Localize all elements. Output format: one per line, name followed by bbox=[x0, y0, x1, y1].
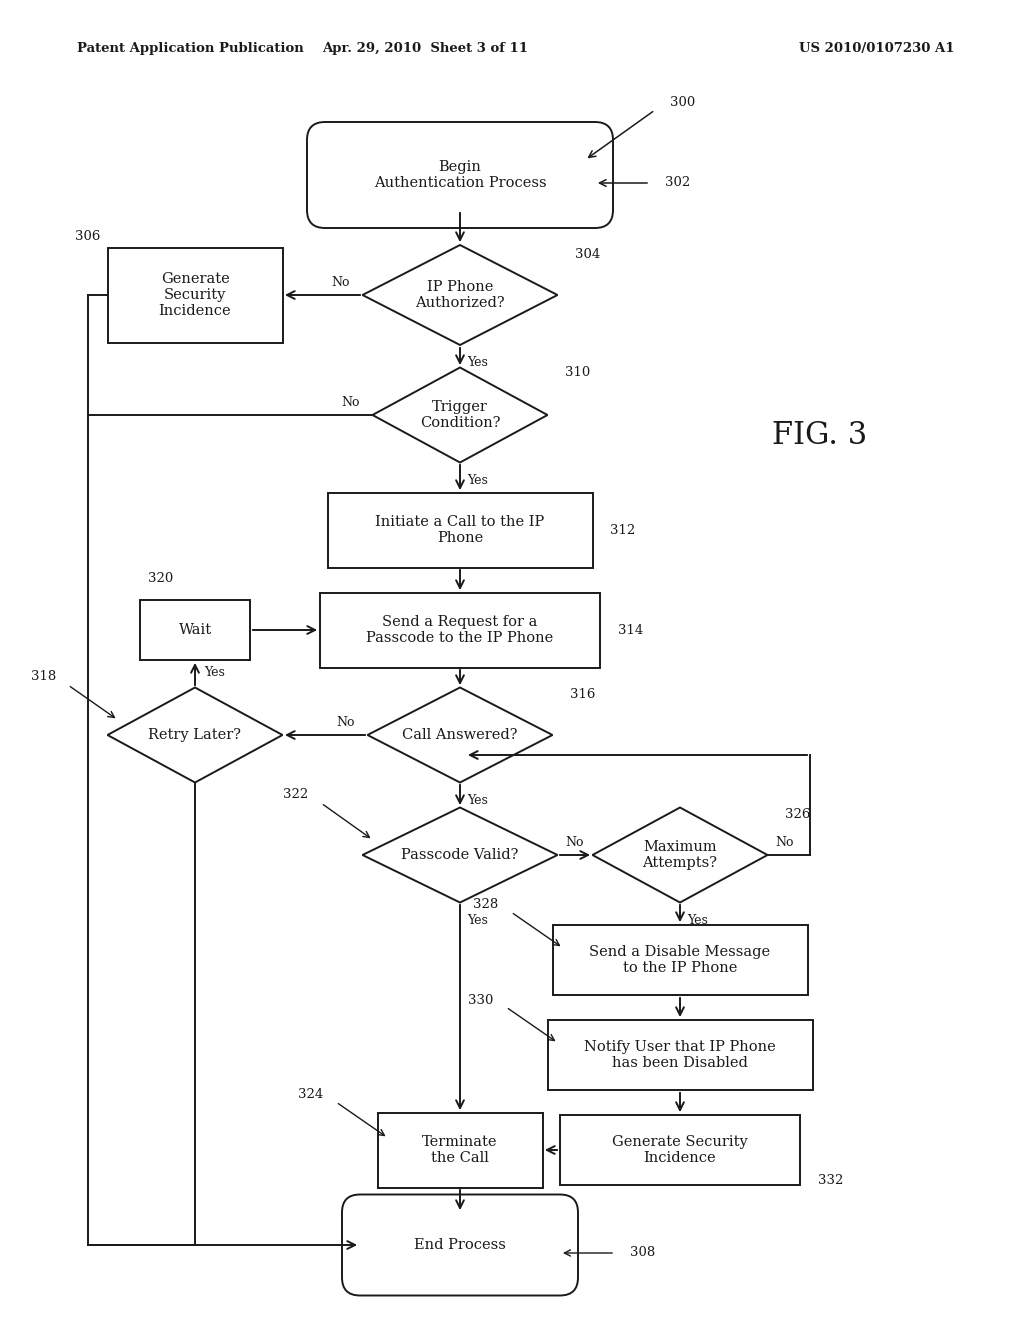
Text: 306: 306 bbox=[75, 231, 100, 243]
Bar bbox=[553, 925, 808, 995]
Text: Wait: Wait bbox=[178, 623, 212, 638]
Bar bbox=[319, 593, 600, 668]
Text: Begin
Authentication Process: Begin Authentication Process bbox=[374, 160, 547, 190]
Text: 322: 322 bbox=[283, 788, 308, 801]
Bar bbox=[548, 1020, 812, 1090]
Text: 316: 316 bbox=[570, 689, 595, 701]
Text: Yes: Yes bbox=[468, 474, 488, 487]
Text: Passcode Valid?: Passcode Valid? bbox=[401, 847, 519, 862]
Text: 318: 318 bbox=[31, 671, 56, 684]
Text: 300: 300 bbox=[670, 96, 695, 110]
Bar bbox=[560, 1115, 800, 1185]
Text: 308: 308 bbox=[630, 1246, 655, 1259]
Text: No: No bbox=[342, 396, 360, 409]
Text: 312: 312 bbox=[610, 524, 635, 536]
Text: No: No bbox=[337, 717, 355, 730]
Text: 302: 302 bbox=[665, 177, 690, 190]
Text: Send a Request for a
Passcode to the IP Phone: Send a Request for a Passcode to the IP … bbox=[367, 615, 554, 645]
Text: 332: 332 bbox=[818, 1173, 844, 1187]
Text: Notify User that IP Phone
has been Disabled: Notify User that IP Phone has been Disab… bbox=[584, 1040, 776, 1071]
Text: Send a Disable Message
to the IP Phone: Send a Disable Message to the IP Phone bbox=[590, 945, 771, 975]
Bar bbox=[140, 601, 250, 660]
Text: 324: 324 bbox=[298, 1089, 323, 1101]
Polygon shape bbox=[368, 688, 553, 783]
Text: 330: 330 bbox=[468, 994, 493, 1006]
Text: Initiate a Call to the IP
Phone: Initiate a Call to the IP Phone bbox=[376, 515, 545, 545]
FancyBboxPatch shape bbox=[342, 1195, 578, 1295]
Text: Call Answered?: Call Answered? bbox=[402, 729, 518, 742]
Polygon shape bbox=[373, 367, 548, 462]
Text: Apr. 29, 2010  Sheet 3 of 11: Apr. 29, 2010 Sheet 3 of 11 bbox=[322, 42, 528, 55]
Text: 320: 320 bbox=[148, 572, 173, 585]
Text: IP Phone
Authorized?: IP Phone Authorized? bbox=[415, 280, 505, 310]
Text: Yes: Yes bbox=[468, 356, 488, 370]
Polygon shape bbox=[593, 808, 768, 903]
Text: No: No bbox=[565, 837, 585, 850]
Text: Maximum
Attempts?: Maximum Attempts? bbox=[642, 840, 718, 870]
Text: No: No bbox=[776, 837, 795, 850]
Text: Terminate
the Call: Terminate the Call bbox=[422, 1135, 498, 1166]
Polygon shape bbox=[108, 688, 283, 783]
Text: 328: 328 bbox=[473, 899, 498, 912]
Bar bbox=[378, 1113, 543, 1188]
Text: Generate Security
Incidence: Generate Security Incidence bbox=[612, 1135, 748, 1166]
Text: Retry Later?: Retry Later? bbox=[148, 729, 242, 742]
Text: FIG. 3: FIG. 3 bbox=[772, 420, 867, 450]
Text: End Process: End Process bbox=[414, 1238, 506, 1251]
Text: US 2010/0107230 A1: US 2010/0107230 A1 bbox=[799, 42, 954, 55]
Polygon shape bbox=[362, 808, 557, 903]
FancyBboxPatch shape bbox=[307, 121, 613, 228]
Text: Patent Application Publication: Patent Application Publication bbox=[77, 42, 303, 55]
Text: Yes: Yes bbox=[205, 667, 225, 680]
Bar bbox=[328, 492, 593, 568]
Bar bbox=[108, 248, 283, 342]
Polygon shape bbox=[362, 246, 557, 345]
Text: No: No bbox=[332, 276, 350, 289]
Text: 310: 310 bbox=[565, 367, 590, 380]
Text: Trigger
Condition?: Trigger Condition? bbox=[420, 400, 501, 430]
Text: Yes: Yes bbox=[687, 913, 709, 927]
Text: 304: 304 bbox=[575, 248, 600, 261]
Text: 326: 326 bbox=[785, 808, 810, 821]
Text: Yes: Yes bbox=[468, 913, 488, 927]
Text: Generate
Security
Incidence: Generate Security Incidence bbox=[159, 272, 231, 318]
Text: 314: 314 bbox=[618, 623, 643, 636]
Text: Yes: Yes bbox=[468, 793, 488, 807]
